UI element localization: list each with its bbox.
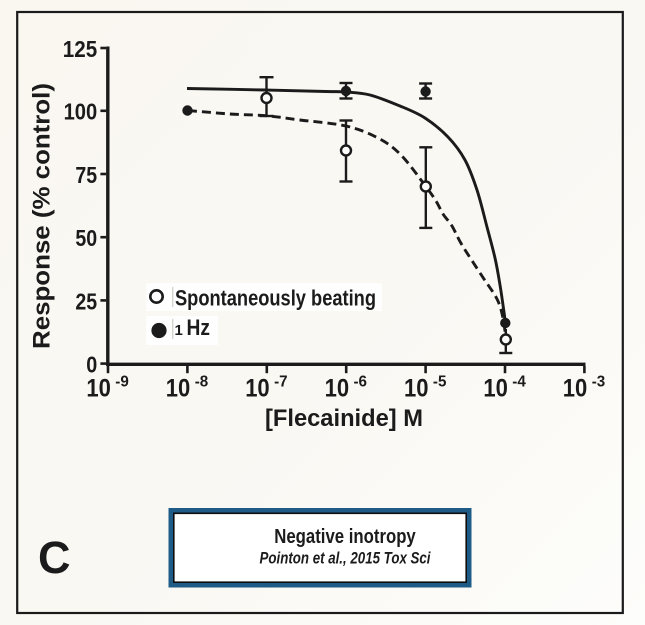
- svg-text:125: 125: [63, 36, 98, 62]
- svg-text:Spontaneously beating: Spontaneously beating: [175, 286, 376, 311]
- svg-text:Pointon et al., 2015 Tox Sci: Pointon et al., 2015 Tox Sci: [260, 549, 432, 568]
- svg-text:C: C: [38, 532, 71, 583]
- svg-text:10-6: 10 -6: [325, 374, 367, 403]
- svg-text:Response (% control): Response (% control): [29, 83, 56, 349]
- svg-text:Negative inotropy: Negative inotropy: [274, 526, 416, 548]
- svg-text:1: 1: [175, 322, 183, 339]
- svg-text:10-5: 10 -5: [404, 374, 447, 403]
- svg-text:Hz: Hz: [187, 315, 211, 340]
- svg-text:10-3: 10 -3: [563, 374, 605, 403]
- svg-text:10-4: 10 -4: [483, 374, 526, 403]
- svg-text:25: 25: [75, 288, 97, 314]
- svg-text:100: 100: [64, 99, 98, 125]
- svg-text:[Flecainide] M: [Flecainide] M: [265, 405, 423, 432]
- svg-text:10-7: 10 -7: [245, 374, 287, 403]
- svg-text:10-8: 10 -8: [166, 374, 209, 403]
- svg-text:75: 75: [75, 162, 97, 188]
- svg-text:50: 50: [75, 225, 97, 251]
- svg-text:0: 0: [86, 352, 97, 378]
- svg-text:10-9: 10 -9: [86, 374, 128, 403]
